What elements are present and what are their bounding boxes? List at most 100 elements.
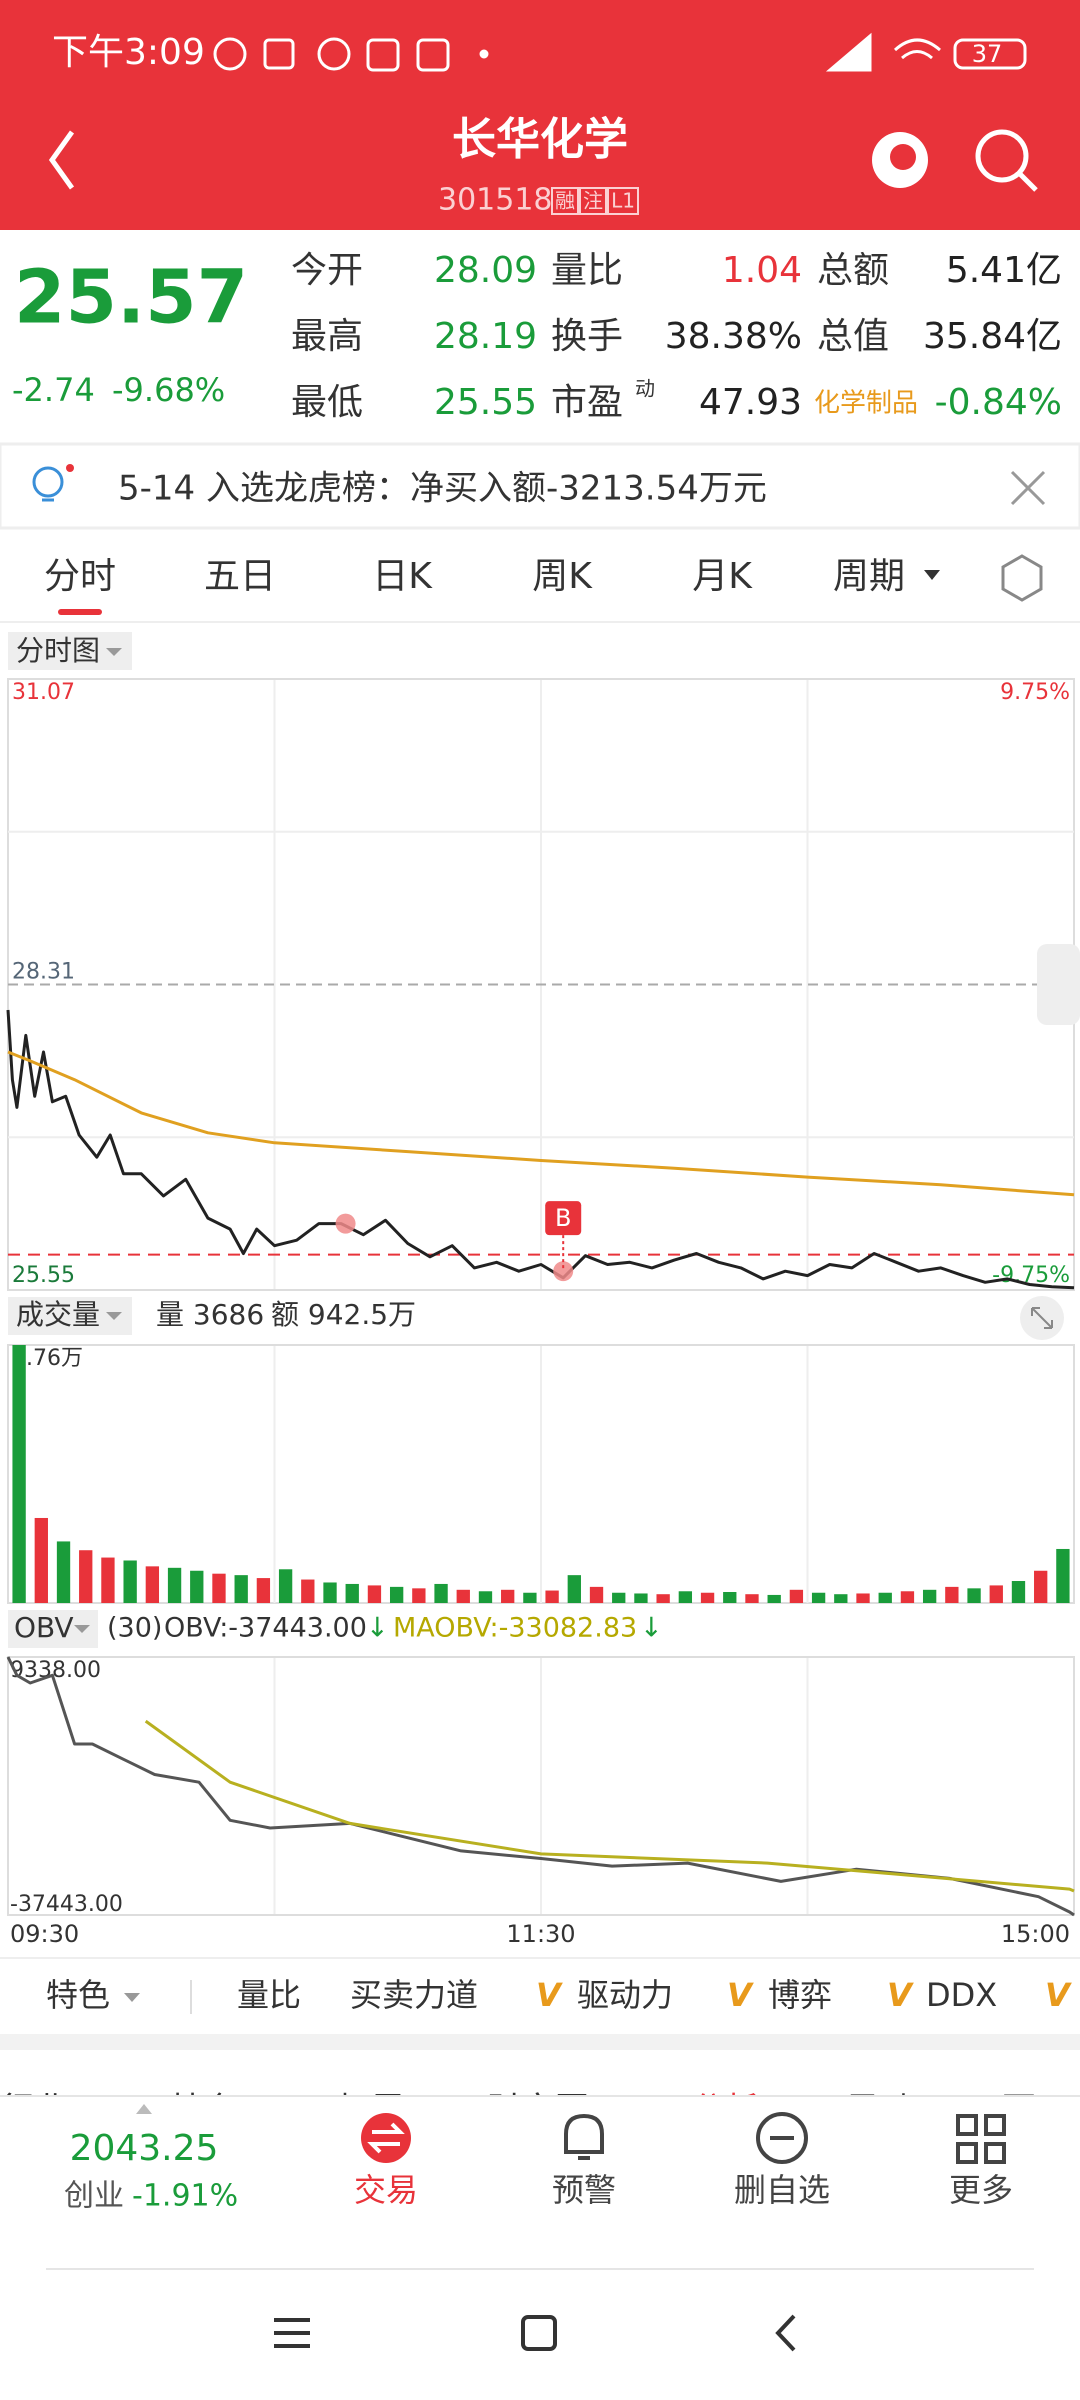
field-value: 25.55 — [434, 382, 537, 423]
volume-bar — [967, 1588, 981, 1603]
field-label: 总值 — [817, 316, 889, 357]
volume-bar — [123, 1560, 137, 1603]
x-tick-label: 15:00 — [1001, 1920, 1070, 1948]
volume-bar — [501, 1589, 515, 1603]
volume-bar — [811, 1592, 826, 1603]
signal-badge — [545, 1201, 582, 1236]
y2-tick-label: 9.75% — [1000, 680, 1070, 705]
volume-bar — [834, 1594, 848, 1603]
series-line — [144, 1719, 1075, 1893]
volume-bar — [900, 1591, 915, 1603]
close-notice[interactable] — [1010, 470, 1046, 506]
nav-item[interactable]: 删自选 — [734, 2171, 830, 2209]
volume-bar — [523, 1592, 537, 1603]
field-label: 换手 — [551, 316, 623, 357]
battery-level: 37 — [972, 40, 1003, 68]
volume-bar — [700, 1592, 715, 1603]
notice-icon — [32, 466, 64, 502]
field-label: 化学制品 — [814, 389, 918, 419]
field-value: 28.19 — [434, 316, 537, 357]
indicator-row: 特色 量比 买卖力道 V 驱动力 V 博弈 V DDX V — [46, 1976, 1072, 2014]
volume-bar — [856, 1593, 870, 1603]
volume-bar — [567, 1575, 581, 1603]
field-label: 最低 — [291, 382, 363, 423]
volume-bar — [656, 1594, 670, 1603]
assistant-button[interactable] — [872, 132, 928, 188]
back-system-button[interactable] — [775, 2314, 796, 2352]
badge: 注 — [583, 189, 603, 213]
chart-type-label: 分时图 — [16, 634, 100, 667]
nav-item[interactable]: 更多 — [949, 2171, 1013, 2209]
field-label-sup: 动 — [635, 377, 655, 401]
dropdown-arrow — [924, 570, 940, 580]
volume-bar — [234, 1575, 248, 1603]
volume-bar — [767, 1594, 781, 1603]
nav-item[interactable]: 预警 — [552, 2171, 616, 2209]
index-value[interactable]: 2043.25 — [70, 2128, 219, 2169]
index-change: -1.91% — [132, 2179, 238, 2214]
stock-name: 长华化学 — [452, 114, 628, 165]
tab[interactable]: 月K — [692, 556, 753, 597]
tab[interactable]: 日K — [372, 556, 433, 597]
indicator[interactable]: 量比 — [237, 1976, 301, 2014]
volume-bar — [301, 1579, 315, 1603]
back-button[interactable] — [48, 130, 75, 190]
volume-bar — [612, 1592, 626, 1603]
dropdown-arrow — [106, 1312, 122, 1320]
series-line — [6, 1009, 1075, 1290]
x-tick-label: 09:30 — [10, 1920, 79, 1948]
indicator-prefix: V — [887, 1976, 914, 2014]
volume-title: 成交量 — [16, 1298, 100, 1331]
expand-button[interactable] — [1020, 1296, 1064, 1340]
home-button[interactable] — [521, 2315, 557, 2351]
badge-box — [579, 187, 607, 215]
volume-bar — [456, 1589, 470, 1603]
tab[interactable]: 五日 — [204, 556, 276, 597]
tab[interactable]: 周K — [532, 556, 593, 597]
notice-dot — [66, 464, 74, 472]
tab[interactable]: 分时 — [44, 556, 116, 597]
indicator[interactable]: 驱动力 — [577, 1976, 673, 2014]
volume-bar — [678, 1591, 693, 1603]
volume-bar — [545, 1590, 559, 1603]
series-line — [7, 1050, 1075, 1197]
tab[interactable]: 周期 — [833, 556, 905, 597]
volume-bar — [278, 1569, 293, 1603]
menu-button[interactable] — [274, 2318, 310, 2348]
volume-bar — [145, 1566, 160, 1603]
search-button[interactable] — [975, 129, 1038, 192]
maobv-value: MAOBV:-33082.83 — [393, 1613, 637, 1644]
volume-bar — [345, 1583, 359, 1603]
price-change: -2.74 — [12, 371, 95, 409]
indicator[interactable]: 特色 — [46, 1976, 110, 2014]
volume-chart: 1.76万 — [8, 1344, 1074, 1603]
volume-bar — [79, 1550, 93, 1603]
notice-bar[interactable] — [0, 442, 1080, 530]
field-value: 5.41亿 — [946, 250, 1062, 291]
dropdown-arrow — [106, 648, 122, 656]
x-tick-label: 11:30 — [506, 1920, 575, 1948]
volume-bar — [389, 1586, 404, 1603]
indicator[interactable]: 博弈 — [768, 1976, 832, 2014]
nav-item[interactable]: 交易 — [354, 2171, 418, 2209]
volume-bar — [723, 1592, 737, 1603]
price-change-pct: -9.68% — [112, 371, 225, 409]
obv-value: OBV:-37443.00 — [164, 1613, 367, 1644]
volume-bar — [212, 1573, 226, 1603]
indicator[interactable]: DDX — [926, 1976, 997, 2014]
nav-icons — [564, 2112, 1006, 2164]
volume-bar — [101, 1557, 115, 1603]
volume-bar — [1011, 1581, 1026, 1603]
indicator[interactable]: 买卖力道 — [350, 1976, 478, 2014]
side-handle[interactable] — [1037, 944, 1080, 1025]
settings-button[interactable] — [1001, 554, 1043, 602]
signal-label: B — [555, 1204, 571, 1232]
volume-bar — [1056, 1548, 1070, 1603]
volume-bar — [323, 1582, 337, 1603]
system-nav — [274, 2314, 796, 2352]
volume-bar — [945, 1586, 959, 1603]
status-time: 下午3:09 — [52, 32, 205, 73]
